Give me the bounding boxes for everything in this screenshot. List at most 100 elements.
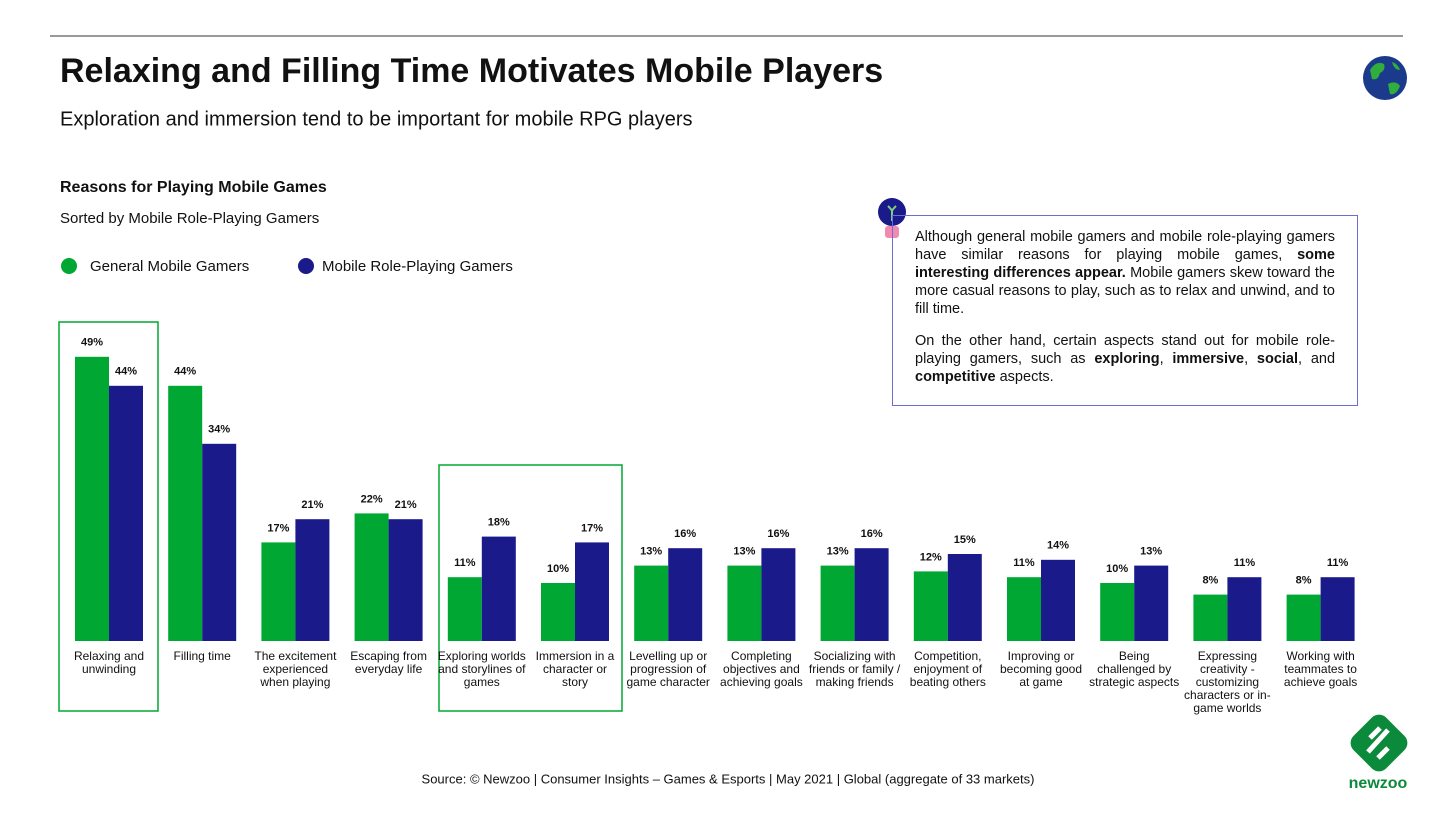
x-tick-label: The excitement experienced when playing: [254, 649, 337, 689]
bar: [575, 542, 609, 641]
legend-swatch: [298, 258, 314, 274]
value-label: 17%: [267, 522, 289, 534]
bar: [447, 577, 482, 641]
bar: [854, 548, 889, 641]
callout-text: ,: [1159, 351, 1173, 367]
x-tick-label: Expressing creativity - customizing char…: [1184, 649, 1271, 715]
callout-text: , and: [1298, 351, 1336, 367]
value-label: 8%: [1202, 575, 1218, 587]
bar: [261, 542, 296, 641]
value-label: 22%: [361, 493, 383, 505]
callout-paragraph: On the other hand, certain aspects stand…: [915, 332, 1335, 386]
bar: [727, 565, 762, 641]
bar: [761, 548, 796, 641]
bar: [109, 385, 143, 641]
bar: [1286, 594, 1321, 641]
callout-bold: some interesting differences appear.: [915, 247, 1335, 281]
value-label: 11%: [1234, 557, 1256, 569]
bar: [295, 519, 330, 641]
bar: [1227, 577, 1262, 641]
value-label: 10%: [547, 563, 569, 575]
value-label: 34%: [208, 424, 230, 436]
callout-text: On the other hand, certain aspects stand…: [915, 333, 1335, 367]
callout-text: ,: [1244, 351, 1257, 367]
callout-text: Mobile gamers skew toward the more casua…: [915, 265, 1335, 317]
callout-bold: immersive: [1172, 351, 1245, 367]
bar: [1134, 565, 1169, 641]
value-label: 16%: [674, 528, 696, 540]
bar: [947, 554, 982, 641]
callout-bold: social: [1256, 351, 1299, 367]
highlight-box: [58, 321, 159, 712]
bar: [634, 565, 669, 641]
callout-text: aspects.: [995, 369, 1054, 385]
page-subtitle: Exploration and immersion tend to be imp…: [60, 108, 693, 130]
bar: [354, 513, 389, 641]
bar: [75, 356, 109, 641]
value-label: 13%: [1140, 546, 1162, 558]
value-label: 15%: [954, 534, 976, 546]
value-label: 44%: [174, 366, 196, 378]
x-tick-label: Completing objectives and achieving goal…: [720, 649, 803, 689]
bar: [388, 519, 423, 641]
bar: [1100, 583, 1135, 641]
chart-subtitle: Sorted by Mobile Role-Playing Gamers: [60, 210, 319, 227]
value-label: 16%: [861, 528, 883, 540]
value-label: 18%: [488, 517, 510, 529]
x-tick-label: Escaping from everyday life: [350, 649, 427, 676]
bar: [1007, 577, 1041, 641]
value-label: 10%: [1106, 563, 1128, 575]
newzoo-logo-mark: [1350, 714, 1408, 772]
x-tick-label: Immersion in a character or story: [535, 649, 615, 689]
bar: [541, 583, 575, 641]
x-tick-label: Exploring worlds and storylines of games: [437, 649, 526, 689]
value-label: 11%: [1327, 557, 1349, 569]
bar: [481, 536, 516, 641]
legend-swatch: [61, 258, 77, 274]
x-tick-label: Improving or becoming good at game: [999, 649, 1083, 689]
value-label: 13%: [733, 546, 755, 558]
callout-paragraph: Although general mobile gamers and mobil…: [915, 228, 1335, 318]
value-label: 44%: [115, 366, 137, 378]
x-tick-label: Being challenged by strategic aspects: [1089, 649, 1180, 689]
x-tick-label: Filling time: [173, 649, 231, 663]
value-label: 21%: [395, 499, 417, 511]
callout-box: Although general mobile gamers and mobil…: [892, 215, 1358, 406]
x-tick-label: Socializing with friends or family / mak…: [808, 649, 901, 689]
x-tick-label: Working with teammates to achieve goals: [1283, 649, 1358, 689]
bar: [1320, 577, 1355, 641]
value-label: 12%: [920, 551, 942, 563]
newzoo-logo-text: newzoo: [1349, 775, 1408, 792]
bar: [913, 571, 948, 641]
callout-bold: exploring: [1094, 351, 1160, 367]
value-label: 11%: [454, 557, 476, 569]
bar: [1193, 594, 1228, 641]
bar: [1041, 559, 1075, 641]
highlight-box: [438, 464, 623, 712]
x-tick-label: Levelling up or progression of game char…: [626, 649, 710, 689]
value-label: 16%: [767, 528, 789, 540]
legend-label: General Mobile Gamers: [90, 258, 249, 275]
callout-bold: competitive: [915, 369, 996, 385]
value-label: 14%: [1047, 540, 1069, 552]
callout-text: Although general mobile gamers and mobil…: [915, 229, 1335, 263]
chart-title: Reasons for Playing Mobile Games: [60, 179, 327, 196]
value-label: 13%: [827, 546, 849, 558]
source-note: Source: © Newzoo | Consumer Insights – G…: [422, 771, 1035, 786]
x-tick-label: Relaxing and unwinding: [73, 649, 145, 676]
x-tick-label: Competition, enjoyment of beating others: [909, 649, 986, 689]
legend-label: Mobile Role-Playing Gamers: [322, 258, 513, 275]
page-title: Relaxing and Filling Time Motivates Mobi…: [60, 52, 883, 90]
value-label: 11%: [1013, 557, 1035, 569]
value-label: 13%: [640, 546, 662, 558]
value-label: 8%: [1296, 575, 1312, 587]
bar: [202, 443, 237, 641]
bar: [820, 565, 855, 641]
value-label: 49%: [81, 337, 103, 349]
bar: [168, 385, 203, 641]
bar: [668, 548, 703, 641]
value-label: 17%: [581, 522, 603, 534]
value-label: 21%: [301, 499, 323, 511]
